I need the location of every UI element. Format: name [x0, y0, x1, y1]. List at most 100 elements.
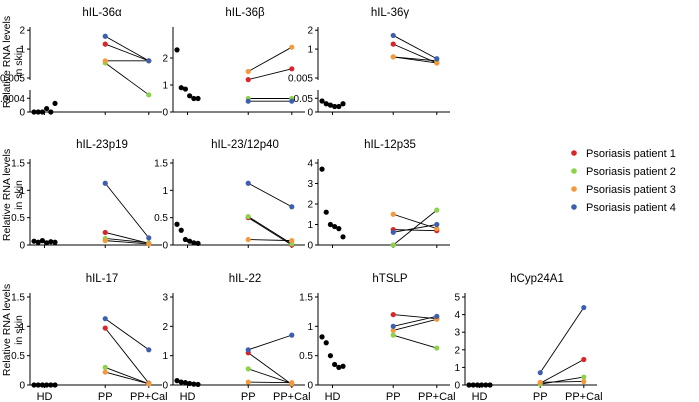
y-tick-label: 4 [307, 159, 313, 170]
x-tick-label: PP [533, 391, 548, 402]
patient-line [105, 237, 149, 244]
hd-point [178, 379, 184, 385]
patient-point-pp [245, 379, 251, 385]
hd-point [336, 226, 342, 232]
patient-point-pp [537, 379, 543, 385]
panel-1: hIL-36α 0.005 1 2 0 0.0004 [0, 7, 162, 119]
panel-title: hTSLP [372, 273, 407, 285]
series-patient-4 [245, 98, 295, 104]
y-tick-label: 0 [162, 108, 168, 119]
patient-point-ppcal [434, 345, 440, 351]
y-label-row-1: Relative RNA levels in skin [1, 16, 25, 108]
y-ticks: 0 1 2 3 4 [307, 159, 318, 252]
hd-point [332, 103, 338, 110]
y-tick-label: 0 [162, 381, 168, 392]
y-label-line-2: in skin [13, 315, 25, 345]
hd-point [487, 382, 493, 388]
patient-line [393, 213, 437, 230]
legend-label: Psoriasis patient 1 [586, 148, 676, 160]
patient-point-ppcal [289, 66, 295, 72]
hd-point [340, 363, 346, 369]
patient-line [540, 376, 584, 385]
series-patient-2 [102, 364, 152, 387]
series-hd [466, 382, 493, 388]
hd-point [191, 240, 197, 246]
patient-point-ppcal [289, 332, 295, 338]
legend-marker [571, 150, 577, 156]
hd-point [178, 85, 184, 91]
patient-point-ppcal [146, 241, 152, 247]
patient-line [248, 239, 292, 242]
y-label-line-1: Relative RNA levels [1, 149, 13, 241]
hd-point [195, 381, 201, 388]
patient-line [248, 46, 293, 72]
hd-point [39, 109, 46, 115]
patient-line [539, 307, 585, 373]
y-tick-label: 0.5 [11, 213, 25, 224]
patient-line [105, 371, 149, 385]
y-label-line-1: Relative RNA levels [1, 16, 13, 108]
legend-item: Psoriasis patient 3 [571, 184, 676, 196]
series-patient-4 [102, 316, 152, 353]
hd-point [44, 240, 50, 246]
patient-point-pp [102, 41, 108, 47]
series-patient-4 [390, 32, 440, 62]
x-tick-label: HD [472, 391, 488, 402]
patient-point-ppcal [581, 356, 587, 363]
patient-point-ppcal [289, 98, 295, 104]
patient-line [104, 62, 150, 96]
series-hd [31, 238, 58, 246]
y-tick-label: 0.005 [288, 74, 313, 85]
series-patient-2 [102, 60, 152, 98]
hd-point [466, 382, 472, 388]
patient-point-pp [390, 54, 396, 60]
patient-line [248, 68, 292, 81]
y-tick-label: 1.5 [11, 293, 25, 304]
y-tick-label: 0.5 [11, 351, 25, 362]
patient-line [247, 352, 293, 385]
hd-point [187, 380, 193, 387]
legend-label: Psoriasis patient 4 [586, 202, 676, 214]
y-ticks: 0 0.5 1 1.5 [299, 293, 318, 392]
patient-point-pp [245, 236, 251, 243]
series-patient-3 [245, 44, 295, 75]
series-patient-3 [245, 379, 295, 386]
panel-title: hIL-36β [225, 7, 265, 19]
legend-marker [571, 168, 577, 174]
y-tick-label: 1.5 [154, 159, 168, 170]
y-label-line-2: in skin [13, 180, 25, 210]
hd-point [191, 381, 197, 387]
patient-point-ppcal [434, 221, 440, 228]
hd-point [44, 382, 50, 388]
y-ticks: 0 1 2 3 4 5 [454, 293, 465, 392]
patient-point-pp [102, 369, 108, 375]
y-tick-label: 2 [307, 26, 313, 37]
legend-marker [571, 204, 577, 210]
patient-line [248, 182, 293, 208]
x-tick-label: PP+Cal [418, 391, 456, 402]
panel-10: hCyp24A1 0 1 2 3 4 5 HD PP PP+Cal [454, 273, 602, 402]
patient-line [248, 368, 292, 384]
series-hd [319, 334, 346, 370]
patient-line [393, 56, 437, 64]
patient-point-pp [102, 364, 108, 370]
panel-title: hIL-36γ [371, 7, 410, 19]
hd-point [327, 102, 334, 108]
y-ticks: 0 1 2 [162, 54, 173, 119]
patient-line [393, 318, 437, 331]
patient-point-pp [102, 33, 108, 39]
panel-8: hIL-22 0 1 2 3 HD PP PP+Cal [162, 273, 310, 402]
legend-label: Psoriasis patient 2 [586, 166, 676, 178]
hd-point [31, 382, 37, 388]
y-tick-label: 0 [307, 381, 313, 392]
hd-point [479, 382, 485, 388]
patient-point-ppcal [146, 58, 152, 64]
patient-line [248, 334, 292, 351]
patient-point-pp [102, 229, 108, 236]
y-ticks: 0 1 2 3 [162, 293, 173, 392]
patient-line [393, 229, 437, 232]
x-tick-label: HD [180, 391, 196, 402]
hd-point [319, 166, 325, 172]
